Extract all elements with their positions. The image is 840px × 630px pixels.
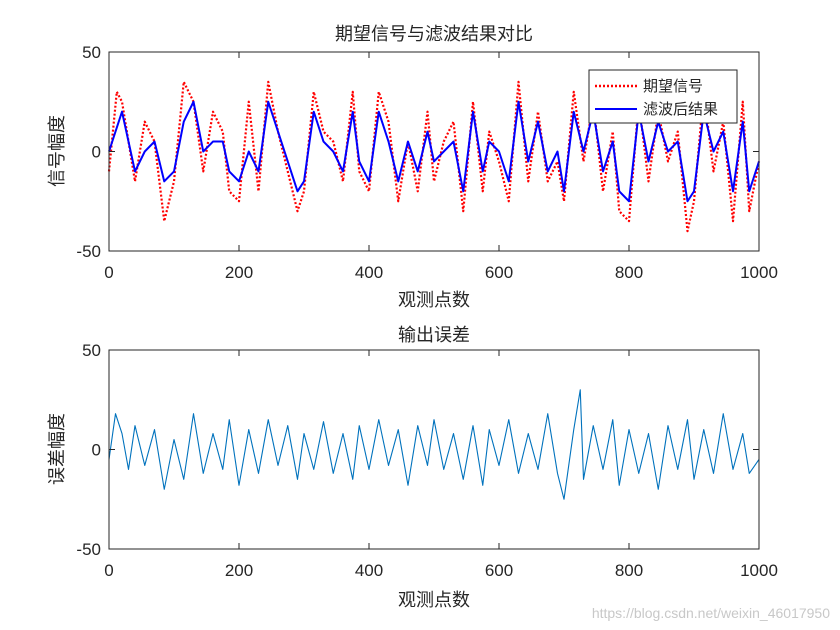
plot-area — [109, 350, 759, 549]
legend-entry-filtered: 滤波后结果 — [595, 100, 718, 118]
x-tick-label: 200 — [225, 561, 253, 580]
y-tick-label: 50 — [82, 43, 101, 62]
y-axis-label: 误差幅度 — [47, 413, 68, 485]
chart-title: 输出误差 — [398, 325, 470, 346]
x-tick-label: 400 — [355, 263, 383, 282]
x-tick-label: 800 — [615, 263, 643, 282]
y-tick-label: -50 — [76, 242, 101, 261]
x-axis-label: 观测点数 — [398, 590, 470, 611]
chart-title: 期望信号与滤波结果对比 — [335, 24, 533, 45]
y-tick-label: 50 — [82, 341, 101, 360]
y-tick-label: 0 — [92, 441, 101, 460]
legend-box — [588, 69, 738, 124]
x-tick-label: 1000 — [740, 263, 778, 282]
x-tick-label: 400 — [355, 561, 383, 580]
x-tick-label: 0 — [104, 263, 113, 282]
x-axis-label: 观测点数 — [398, 290, 470, 311]
legend-label-filtered: 滤波后结果 — [643, 100, 718, 118]
legend-entry-desired: 期望信号 — [595, 77, 703, 95]
watermark-text: https://blog.csdn.net/weixin_46017950 — [592, 605, 830, 621]
y-tick-label: 0 — [92, 143, 101, 162]
series-layer — [108, 389, 760, 500]
legend-label-desired: 期望信号 — [643, 77, 703, 95]
series-line-1 — [108, 100, 760, 203]
legend: 期望信号 滤波后结果 — [588, 69, 738, 124]
y-tick-label: -50 — [76, 540, 101, 559]
x-tick-label: 0 — [104, 561, 113, 580]
x-tick-label: 600 — [485, 263, 513, 282]
x-tick-label: 1000 — [740, 561, 778, 580]
series-layer — [107, 80, 761, 233]
x-tick-label: 800 — [615, 561, 643, 580]
x-tick-label: 600 — [485, 561, 513, 580]
y-axis-label: 信号幅度 — [47, 115, 68, 187]
x-tick-label: 200 — [225, 263, 253, 282]
series-line-0 — [108, 389, 760, 500]
